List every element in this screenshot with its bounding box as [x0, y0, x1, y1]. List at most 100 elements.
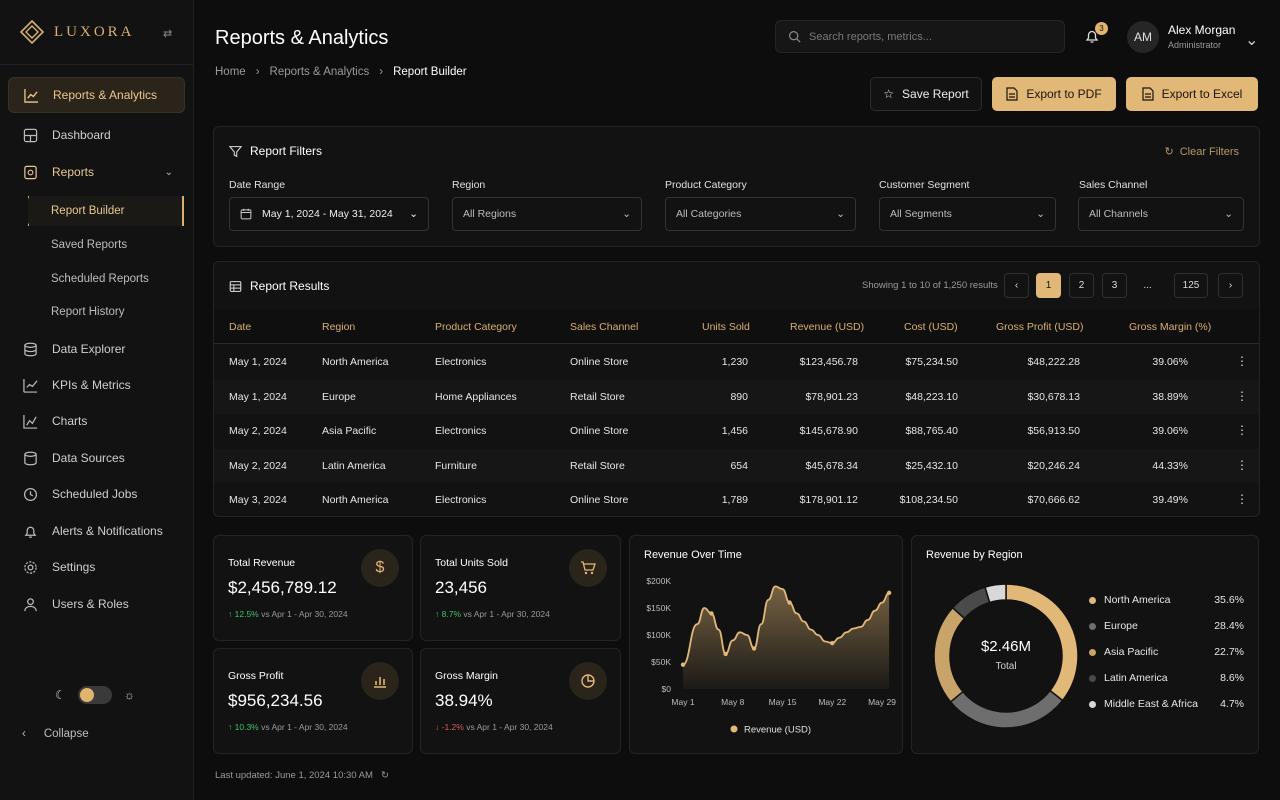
- row-menu-icon[interactable]: ⋮: [1236, 423, 1248, 437]
- customer-segment-select[interactable]: All Segments ⌄: [879, 197, 1056, 231]
- legend-value: 22.7%: [1214, 646, 1244, 658]
- data-point[interactable]: [751, 646, 757, 651]
- page-2-button[interactable]: 2: [1069, 273, 1094, 298]
- sidebar-item-data-explorer[interactable]: Data Explorer: [8, 331, 185, 367]
- row-menu-icon[interactable]: ⋮: [1236, 492, 1248, 506]
- user-name[interactable]: Alex Morgan: [1168, 23, 1236, 37]
- table-cell: May 2, 2024: [229, 459, 287, 472]
- clear-filters-button[interactable]: ↻ Clear Filters: [1164, 145, 1239, 159]
- refresh-icon[interactable]: ↻: [380, 770, 389, 781]
- kpi-delta-value: -1.2%: [441, 722, 464, 732]
- table-row[interactable]: May 1, 2024 Europe Home Appliances Retail S…: [214, 379, 1259, 414]
- moon-icon[interactable]: ☾: [55, 688, 66, 702]
- data-point[interactable]: [723, 651, 728, 657]
- table-cell: Electronics: [435, 425, 487, 437]
- sidebar-sub-scheduled-reports[interactable]: Scheduled Reports: [28, 264, 184, 294]
- col-date[interactable]: Date: [229, 321, 252, 333]
- star-icon: ☆: [883, 87, 895, 101]
- table-row[interactable]: May 3, 2024 North America Electronics Onlin…: [214, 483, 1259, 516]
- data-point[interactable]: [680, 662, 686, 667]
- col-gross-profit[interactable]: Gross Profit (USD): [996, 321, 1084, 333]
- region-select[interactable]: All Regions ⌄: [452, 197, 642, 231]
- row-menu-icon[interactable]: ⋮: [1236, 388, 1248, 403]
- table-cell: North America: [322, 356, 389, 368]
- sidebar-sub-report-history[interactable]: Report History: [28, 297, 184, 327]
- col-gross-margin[interactable]: Gross Margin (%): [1129, 321, 1212, 333]
- page-1-button[interactable]: 1: [1036, 273, 1061, 298]
- col-cost[interactable]: Cost (USD): [904, 321, 958, 333]
- date-range-select[interactable]: May 1, 2024 - May 31, 2024 ⌄: [229, 197, 429, 231]
- sun-icon[interactable]: ☼: [123, 688, 135, 702]
- theme-toggle[interactable]: [77, 686, 112, 704]
- breadcrumb-home[interactable]: Home: [215, 66, 246, 78]
- notifications-button[interactable]: 3: [1084, 22, 1108, 49]
- legend-item[interactable]: North America 35.6%: [1089, 594, 1244, 606]
- report-results-panel: Report Results Showing 1 to 10 of 1,250 …: [213, 261, 1260, 517]
- page-3-button[interactable]: 3: [1102, 273, 1127, 298]
- legend-label: Latin America: [1104, 672, 1168, 684]
- prev-page-button[interactable]: ‹: [1004, 273, 1029, 298]
- col-sales-channel[interactable]: Sales Channel: [570, 321, 639, 333]
- col-region[interactable]: Region: [322, 321, 356, 333]
- legend-item[interactable]: Latin America 8.6%: [1089, 672, 1244, 684]
- brand-logo[interactable]: LUXORA: [20, 20, 135, 44]
- table-cell: May 2, 2024: [229, 425, 287, 437]
- sidebar-sub-saved-reports[interactable]: Saved Reports: [28, 230, 184, 260]
- table-row[interactable]: May 1, 2024 North America Electronics Onlin…: [214, 345, 1259, 379]
- luxora-logo-icon: [20, 20, 44, 44]
- donut-slice[interactable]: [951, 586, 991, 620]
- donut-slice[interactable]: [933, 606, 966, 703]
- data-point[interactable]: [787, 600, 792, 605]
- col-units-sold[interactable]: Units Sold: [702, 321, 750, 333]
- table-cell: Retail Store: [570, 390, 625, 403]
- sidebar-sub-report-builder[interactable]: Report Builder: [28, 196, 184, 226]
- sales-channel-select[interactable]: All Channels ⌄: [1078, 197, 1244, 231]
- export-excel-button[interactable]: Export to Excel: [1126, 77, 1258, 111]
- legend-item[interactable]: Europe 28.4%: [1089, 620, 1244, 632]
- sidebar-item-kpis[interactable]: KPIs & Metrics: [8, 367, 185, 403]
- sidebar-item-label: Reports & Analytics: [53, 88, 158, 102]
- last-updated: Last updated: June 1, 2024 10:30 AM ↻: [215, 770, 389, 781]
- save-report-button[interactable]: ☆ Save Report: [870, 77, 982, 111]
- sidebar-item-users-roles[interactable]: Users & Roles: [8, 586, 185, 622]
- kpi-delta-value: 12.5%: [234, 609, 259, 619]
- donut-slice[interactable]: [949, 689, 1064, 729]
- donut-slice[interactable]: [984, 583, 1007, 604]
- data-point[interactable]: [709, 611, 714, 616]
- sidebar-item-reports-analytics[interactable]: Reports & Analytics: [8, 77, 185, 113]
- breadcrumb-reports[interactable]: Reports & Analytics: [269, 66, 370, 78]
- data-point[interactable]: [830, 640, 835, 646]
- search-input[interactable]: Search reports, metrics...: [775, 20, 1065, 53]
- legend-item[interactable]: Asia Pacific 22.7%: [1089, 646, 1244, 658]
- data-point[interactable]: [886, 590, 892, 596]
- sidebar-item-settings[interactable]: Settings: [8, 549, 185, 585]
- col-product-category[interactable]: Product Category: [435, 321, 517, 333]
- pin-icon[interactable]: ⇄: [163, 28, 173, 40]
- x-tick-label: May 15: [769, 697, 797, 707]
- row-menu-icon[interactable]: ⋮: [1236, 354, 1248, 368]
- col-revenue[interactable]: Revenue (USD): [790, 321, 865, 333]
- table-row[interactable]: May 2, 2024 Asia Pacific Electronics Online…: [214, 414, 1259, 448]
- sidebar-item-data-sources[interactable]: Data Sources: [8, 440, 185, 476]
- table-cell: $78,901.23: [805, 390, 858, 403]
- row-menu-icon[interactable]: ⋮: [1236, 457, 1248, 472]
- next-page-button[interactable]: ›: [1218, 273, 1243, 298]
- sidebar-item-alerts[interactable]: Alerts & Notifications: [8, 513, 185, 549]
- sidebar-item-scheduled-jobs[interactable]: Scheduled Jobs: [8, 476, 185, 512]
- product-category-select[interactable]: All Categories ⌄: [665, 197, 856, 231]
- export-pdf-button[interactable]: Export to PDF: [992, 77, 1116, 111]
- sidebar-item-reports[interactable]: Reports ⌄: [8, 154, 185, 190]
- avatar[interactable]: AM: [1127, 21, 1159, 53]
- collapse-button[interactable]: ‹ Collapse: [22, 728, 89, 740]
- table-row[interactable]: May 2, 2024 Latin America Furniture Retail …: [214, 448, 1259, 483]
- chevron-down-icon[interactable]: ⌄: [1245, 32, 1259, 49]
- revenue-area: [683, 586, 890, 689]
- database-icon: [22, 341, 38, 357]
- sidebar-item-dashboard[interactable]: Dashboard: [8, 117, 185, 153]
- file-icon: [1006, 87, 1018, 101]
- table-cell: $45,678.34: [805, 459, 858, 472]
- sidebar-item-charts[interactable]: Charts: [8, 403, 185, 439]
- page-125-button[interactable]: 125: [1174, 273, 1208, 298]
- legend-item[interactable]: Middle East & Africa 4.7%: [1089, 698, 1244, 710]
- kpi-delta-value: 8.7%: [441, 609, 461, 619]
